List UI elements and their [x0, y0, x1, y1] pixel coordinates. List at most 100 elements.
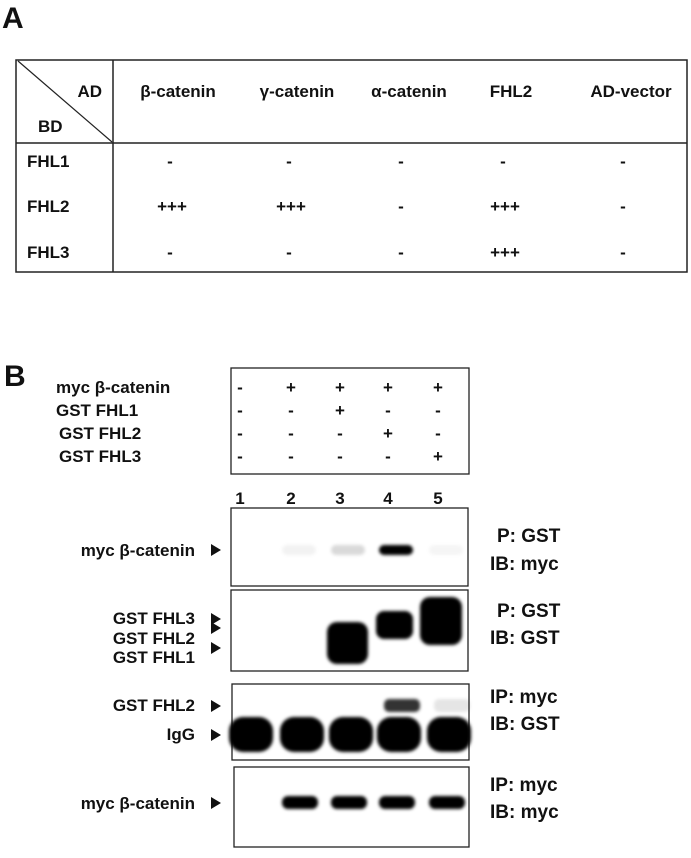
condition-label: GST FHL3	[59, 447, 141, 466]
condition-value: -	[288, 447, 294, 466]
table-cell: -	[167, 243, 173, 262]
condition-value: -	[288, 401, 294, 420]
condition-value: +	[286, 378, 296, 397]
assay-label: P: GST	[497, 601, 561, 622]
corner-ad-label: AD	[77, 82, 102, 101]
protein-band	[331, 796, 367, 809]
panel-b-label: B	[4, 360, 26, 393]
table-cell: -	[398, 197, 404, 216]
protein-band	[327, 622, 368, 664]
protein-band	[429, 545, 463, 555]
corner-diagonal	[17, 60, 113, 143]
column-header: β-catenin	[140, 82, 216, 101]
bands	[327, 597, 462, 664]
column-header: α-catenin	[371, 82, 447, 101]
band-label: IgG	[167, 725, 195, 744]
condition-value: -	[435, 424, 441, 443]
table-cell: -	[398, 152, 404, 171]
assay-label: IB: myc	[490, 554, 559, 575]
condition-label: GST FHL1	[56, 401, 138, 420]
band-label: GST FHL1	[113, 648, 195, 667]
table-cell: +++	[490, 197, 520, 216]
table-cell: -	[286, 152, 292, 171]
condition-value: +	[433, 447, 443, 466]
table-cell: -	[500, 152, 506, 171]
condition-value: +	[433, 378, 443, 397]
protein-band	[282, 796, 318, 809]
condition-value: +	[383, 424, 393, 443]
table-cell: -	[620, 243, 626, 262]
protein-band	[384, 699, 420, 712]
condition-value: -	[237, 378, 243, 397]
row-header: FHL1	[27, 152, 70, 171]
table-cell: +++	[157, 197, 187, 216]
blot-panel: myc β-catenin P: GST IB: myc	[81, 507, 561, 587]
protein-band	[420, 597, 462, 645]
column-header: FHL2	[490, 82, 533, 101]
table-cell: -	[620, 197, 626, 216]
assay-label: IP: myc	[490, 775, 558, 796]
table-cell: +++	[276, 197, 306, 216]
assay-label: IB: myc	[490, 802, 559, 823]
assay-label: IP: myc	[490, 687, 558, 708]
conditions-box	[230, 367, 470, 475]
lane-number: 3	[335, 489, 344, 508]
lane-number: 2	[286, 489, 295, 508]
bands	[229, 699, 471, 752]
assay-label: P: GST	[497, 526, 561, 547]
arrowhead-icon	[211, 613, 221, 625]
arrowhead-icon	[211, 700, 221, 712]
condition-value: -	[337, 447, 343, 466]
arrowhead-icon	[211, 729, 221, 741]
protein-band	[331, 545, 365, 555]
band-label: GST FHL2	[113, 696, 195, 715]
protein-band	[377, 717, 421, 752]
protein-band	[379, 796, 415, 809]
protein-band	[376, 611, 413, 639]
table-cell: -	[398, 243, 404, 262]
protein-band	[379, 545, 413, 555]
condition-value: +	[383, 378, 393, 397]
arrowhead-icon	[211, 797, 221, 809]
condition-label: GST FHL2	[59, 424, 141, 443]
interaction-table: AD BD β-catenin γ-catenin α-catenin FHL2 AD-…	[15, 59, 688, 273]
condition-value: -	[237, 447, 243, 466]
protein-band	[329, 717, 373, 752]
corner-bd-label: BD	[38, 117, 63, 136]
table-cell: -	[167, 152, 173, 171]
arrowhead-icon	[211, 544, 221, 556]
condition-value: -	[237, 424, 243, 443]
protein-band	[280, 717, 324, 752]
condition-value: -	[237, 401, 243, 420]
lane-number: 1	[235, 489, 244, 508]
protein-band	[434, 699, 470, 712]
blot-panel: GST FHL2 IgG IP: myc IB: GST	[113, 683, 560, 761]
condition-value: -	[288, 424, 294, 443]
lane-number: 5	[433, 489, 442, 508]
protein-band	[429, 796, 465, 809]
bands	[282, 545, 463, 555]
condition-value: -	[385, 447, 391, 466]
assay-label: IB: GST	[490, 714, 560, 735]
condition-value: -	[337, 424, 343, 443]
arrowhead-icon	[211, 642, 221, 654]
protein-band	[229, 717, 273, 752]
table-cell: +++	[490, 243, 520, 262]
table-cell: -	[620, 152, 626, 171]
band-label: myc β-catenin	[81, 794, 195, 813]
protein-band	[427, 717, 471, 752]
lane-number: 4	[383, 489, 393, 508]
condition-value: +	[335, 401, 345, 420]
condition-value: -	[385, 401, 391, 420]
condition-label: myc β-catenin	[56, 378, 170, 397]
band-label: GST FHL3	[113, 609, 195, 628]
band-label: myc β-catenin	[81, 541, 195, 560]
blot-panel: myc β-catenin IP: myc IB: myc	[81, 766, 559, 848]
protein-band	[282, 545, 316, 555]
panel-a-label: A	[2, 2, 24, 35]
row-header: FHL2	[27, 197, 70, 216]
assay-label: IB: GST	[490, 628, 560, 649]
band-label: GST FHL2	[113, 629, 195, 648]
bands	[282, 796, 465, 809]
